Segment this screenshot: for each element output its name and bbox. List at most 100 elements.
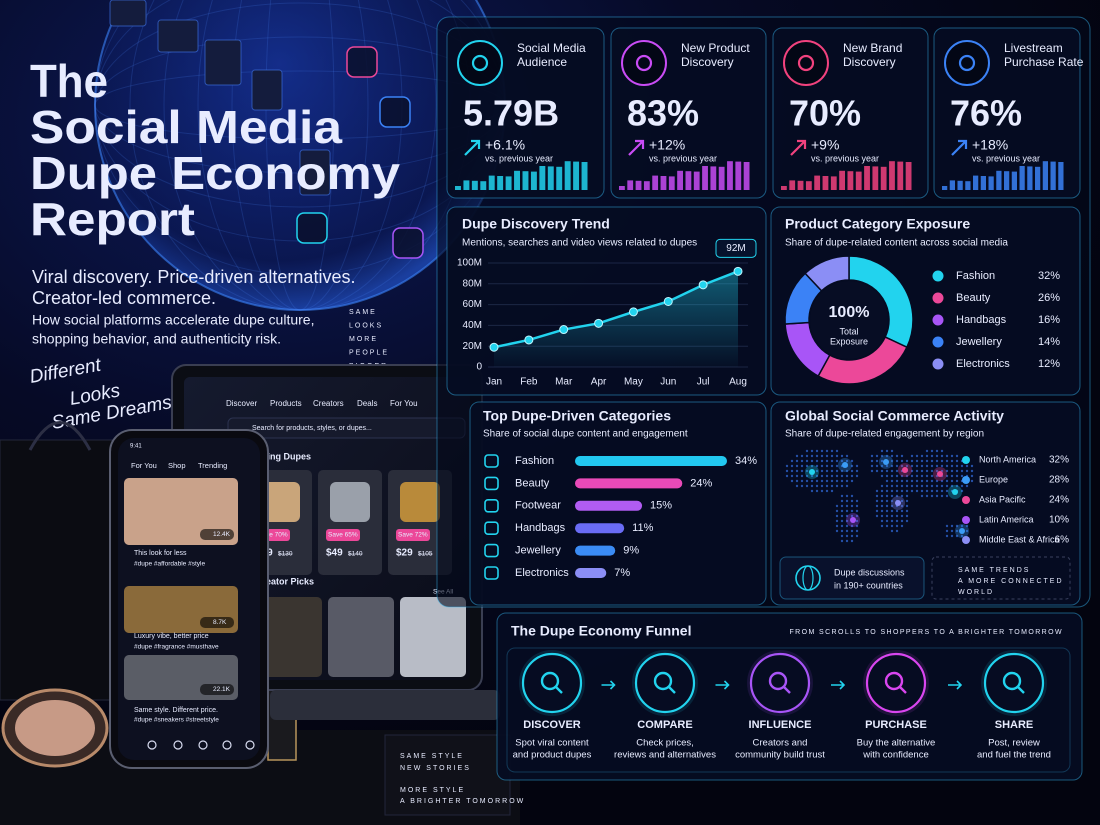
save-badge-text: Save 70% xyxy=(258,532,288,539)
map-dot xyxy=(845,509,849,513)
laptop-nav: For You xyxy=(390,399,418,408)
map-dot xyxy=(870,469,874,473)
hotspot xyxy=(959,528,965,534)
map-dot xyxy=(905,459,909,463)
phone-nav-icon xyxy=(222,740,232,750)
map-dot xyxy=(855,504,859,508)
map-dot xyxy=(890,519,894,523)
step-arrow xyxy=(948,680,963,690)
map-dot xyxy=(895,474,899,478)
map-dot xyxy=(895,524,899,528)
step-text: community build trust xyxy=(735,750,825,761)
map-dot xyxy=(830,464,834,468)
map-dot xyxy=(810,459,814,463)
map-dot xyxy=(890,514,894,518)
map-dot xyxy=(915,479,919,483)
hotspot xyxy=(809,469,815,475)
map-dot xyxy=(835,464,839,468)
map-dot xyxy=(925,459,929,463)
map-dot xyxy=(815,454,819,458)
map-dot xyxy=(835,514,839,518)
x-tick-label: Aug xyxy=(729,377,747,388)
spark-bar xyxy=(880,166,887,190)
map-dot xyxy=(925,479,929,483)
product-was: $130 xyxy=(278,551,293,558)
map-dot xyxy=(960,474,964,478)
map-dot xyxy=(940,454,944,458)
map-dot xyxy=(965,469,969,473)
spark-bar xyxy=(455,186,461,190)
map-dot xyxy=(790,469,794,473)
kpi-change: +6.1% xyxy=(485,137,525,153)
kpi-card xyxy=(772,27,929,199)
map-dot xyxy=(795,479,799,483)
product-price: $49 xyxy=(326,548,343,559)
title-line: Report xyxy=(30,193,195,245)
bar-label: Handbags xyxy=(515,522,566,534)
kpi-label: Discovery xyxy=(843,55,896,69)
book-word: NEW STORIES xyxy=(400,765,471,772)
spark-bar xyxy=(789,180,796,190)
product-image xyxy=(400,482,440,522)
y-tick-label: 100M xyxy=(457,258,482,269)
map-dot xyxy=(890,449,894,453)
map-dot xyxy=(850,499,854,503)
map-dot xyxy=(845,469,849,473)
map-dot xyxy=(820,489,824,493)
title-line: The xyxy=(30,55,108,107)
spark-bar xyxy=(822,176,829,190)
step-circle xyxy=(521,652,583,714)
map-dot xyxy=(945,469,949,473)
kpi-icon xyxy=(944,40,990,86)
section-title: Creator Picks xyxy=(256,576,314,586)
kpi-note: vs. previous year xyxy=(972,153,1040,163)
map-dot xyxy=(850,464,854,468)
map-dot xyxy=(880,494,884,498)
map-dot xyxy=(825,454,829,458)
category-icon xyxy=(484,476,499,491)
map-dot xyxy=(945,474,949,478)
map-dot xyxy=(915,454,919,458)
map-dot xyxy=(840,469,844,473)
map-dot xyxy=(930,464,934,468)
map-dot xyxy=(795,464,799,468)
hotspot xyxy=(883,459,889,465)
laptop-nav: Deals xyxy=(357,399,377,408)
map-dot xyxy=(850,534,854,538)
spark-bar xyxy=(530,171,537,190)
legend-label: Handbags xyxy=(956,314,1007,326)
spark-bar xyxy=(652,175,659,190)
tagline-box xyxy=(931,556,1071,600)
map-dot xyxy=(885,504,889,508)
map-dot xyxy=(895,459,899,463)
floating-icon xyxy=(296,212,328,244)
map-dot xyxy=(870,454,874,458)
map-dot xyxy=(935,464,939,468)
step-label: INFLUENCE xyxy=(749,719,812,731)
map-dot xyxy=(925,494,929,498)
spark-bar xyxy=(547,166,554,190)
map-dot xyxy=(900,494,904,498)
map-dot xyxy=(885,474,889,478)
post-likes: 12.4K xyxy=(213,531,231,538)
map-dot xyxy=(945,494,949,498)
map-dot xyxy=(845,519,849,523)
map-dot xyxy=(835,504,839,508)
map-dot xyxy=(895,509,899,513)
map-dot xyxy=(925,484,929,488)
description: shopping behavior, and authenticity risk… xyxy=(32,331,281,347)
phone-nav-icon xyxy=(147,740,157,750)
spark-bar xyxy=(463,180,470,190)
map-dot xyxy=(875,509,879,513)
step-circle xyxy=(749,652,811,714)
map-dot xyxy=(825,489,829,493)
map-dot xyxy=(890,464,894,468)
hotspot xyxy=(952,489,958,495)
kpi-label: Discovery xyxy=(681,55,734,69)
map-dot xyxy=(920,464,924,468)
phone-nav-icon xyxy=(198,740,208,750)
map-dot xyxy=(880,499,884,503)
spark-bar xyxy=(1035,166,1041,190)
map-dot xyxy=(905,464,909,468)
spark-bar xyxy=(627,180,634,190)
